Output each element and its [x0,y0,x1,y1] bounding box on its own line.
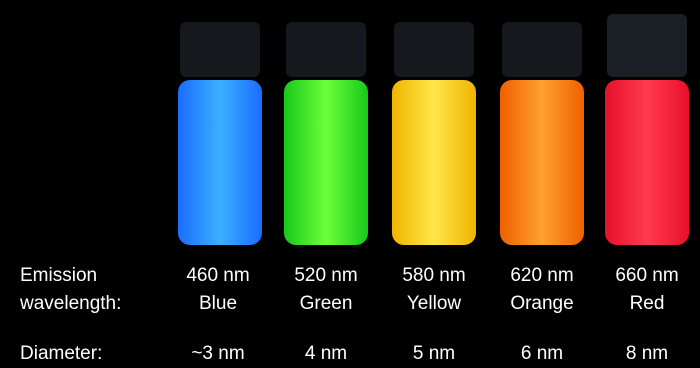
diameter: 4 nm [305,343,347,364]
color-name: Green [300,293,353,314]
row-label: Diameter: [20,343,102,364]
diameter: 8 nm [626,343,668,364]
vial [284,80,368,245]
vial-cap [180,22,260,77]
color-name: Yellow [407,293,462,314]
vial-cap [502,22,582,77]
vials [178,14,689,245]
color-name: Blue [199,293,237,314]
vial-cap [607,14,687,77]
vial [178,80,262,245]
row-label: wavelength: [19,293,121,314]
wavelength: 660 nm [615,265,678,286]
wavelength: 580 nm [402,265,465,286]
vial-cap [286,22,366,77]
photo: Emission wavelength: Diameter: 460 nm Blu… [0,0,700,368]
color-name: Red [630,293,665,314]
wavelength: 520 nm [294,265,357,286]
wavelength: 620 nm [510,265,573,286]
vial [605,80,689,245]
wavelength: 460 nm [186,265,249,286]
diameter: 5 nm [413,343,455,364]
color-name: Orange [510,293,573,314]
diameter: ~3 nm [191,343,244,364]
vial-cap [394,22,474,77]
vial [500,80,584,245]
diameter: 6 nm [521,343,563,364]
row-label: Emission [20,265,97,286]
vial [392,80,476,245]
